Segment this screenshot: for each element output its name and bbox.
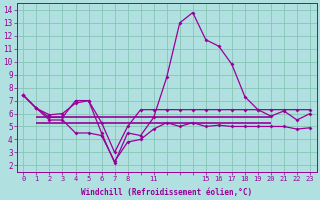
X-axis label: Windchill (Refroidissement éolien,°C): Windchill (Refroidissement éolien,°C) <box>81 188 252 197</box>
